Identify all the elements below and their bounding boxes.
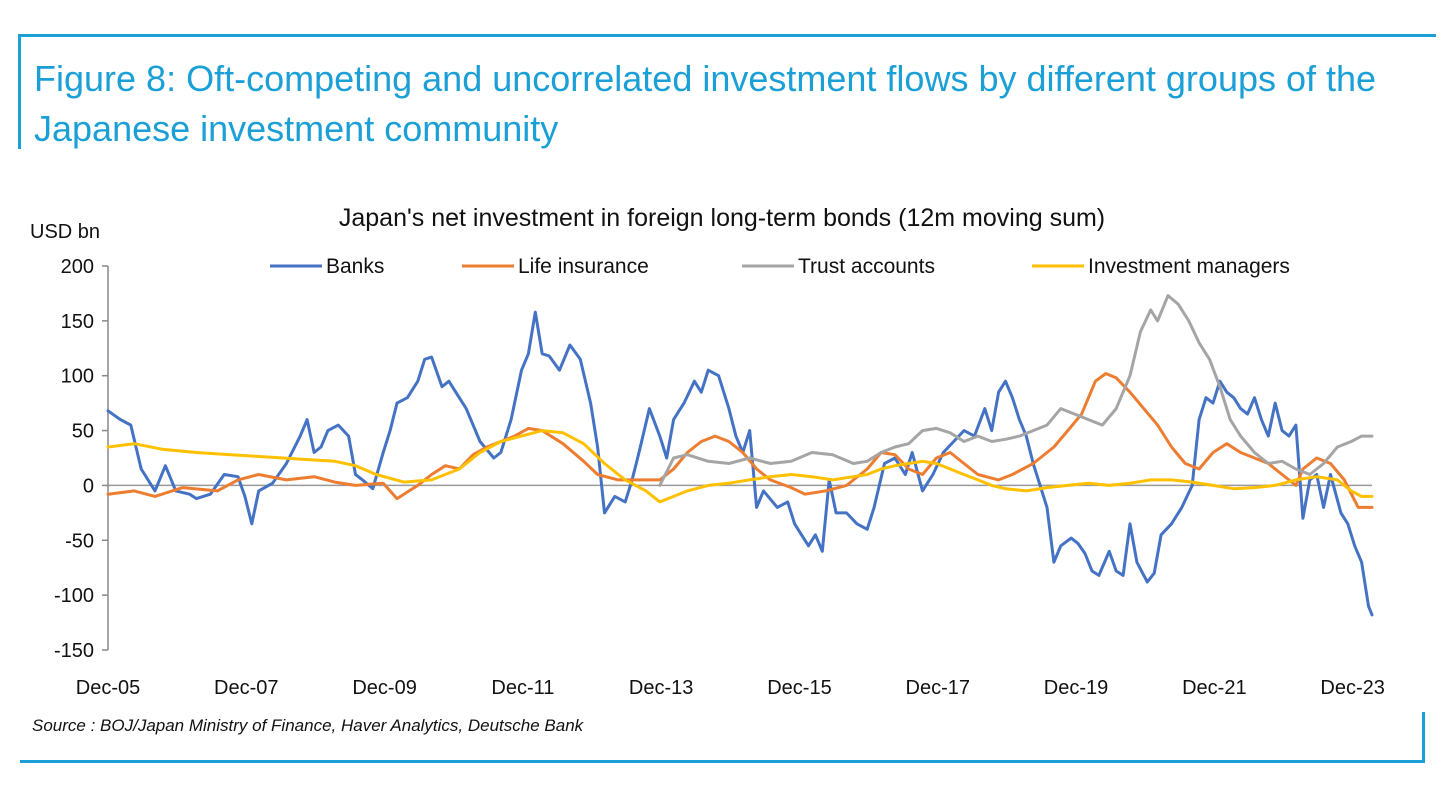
legend-label: Trust accounts bbox=[798, 255, 935, 278]
legend-label: Banks bbox=[326, 255, 384, 278]
y-tick-label: 150 bbox=[61, 311, 94, 333]
x-tick-label: Dec-23 bbox=[1320, 677, 1384, 699]
frame-left-rule bbox=[18, 34, 21, 149]
source-note: Source : BOJ/Japan Ministry of Finance, … bbox=[32, 716, 584, 735]
series-line-banks bbox=[106, 310, 1374, 617]
frame-top-rule bbox=[20, 34, 1436, 37]
axes: 200 150 100 50 0 -50 -100 -150 Dec-05 Dec-07 Dec-0… bbox=[54, 256, 1385, 699]
x-tick-label: Dec-07 bbox=[214, 677, 278, 699]
legend-label: Investment managers bbox=[1088, 255, 1290, 278]
y-tick-label: 100 bbox=[61, 366, 94, 388]
x-tick-label: Dec-17 bbox=[906, 677, 970, 699]
x-tick-label: Dec-21 bbox=[1182, 677, 1246, 699]
legend-label: Life insurance bbox=[518, 255, 649, 278]
figure-title: Figure 8: Oft-competing and uncorrelated… bbox=[34, 58, 1377, 149]
frame-bottom-rule bbox=[20, 760, 1425, 763]
series-line-life-insurance bbox=[106, 372, 1374, 509]
x-tick-label: Dec-11 bbox=[491, 677, 554, 699]
x-tick-label: Dec-05 bbox=[76, 677, 140, 699]
series-group bbox=[106, 294, 1374, 617]
x-tick-label: Dec-09 bbox=[352, 677, 416, 699]
x-tick-label: Dec-15 bbox=[767, 677, 831, 699]
y-tick-label: 0 bbox=[83, 475, 94, 497]
frame-right-rule bbox=[1422, 712, 1425, 762]
y-tick-label: -150 bbox=[54, 640, 94, 662]
y-tick-label: 50 bbox=[72, 421, 94, 443]
series-line-trust-accounts bbox=[658, 294, 1374, 487]
x-tick-label: Dec-19 bbox=[1044, 677, 1108, 699]
series-line-investment-managers bbox=[106, 429, 1374, 504]
y-axis-label: USD bn bbox=[30, 221, 100, 243]
legend: Banks Life insurance Trust accounts Investm… bbox=[270, 255, 1290, 278]
y-tick-label: -50 bbox=[65, 530, 94, 552]
x-tick-label: Dec-13 bbox=[629, 677, 693, 699]
y-tick-label: 200 bbox=[61, 256, 94, 278]
y-tick-label: -100 bbox=[54, 585, 94, 607]
chart-title: Japan's net investment in foreign long-t… bbox=[339, 204, 1105, 232]
